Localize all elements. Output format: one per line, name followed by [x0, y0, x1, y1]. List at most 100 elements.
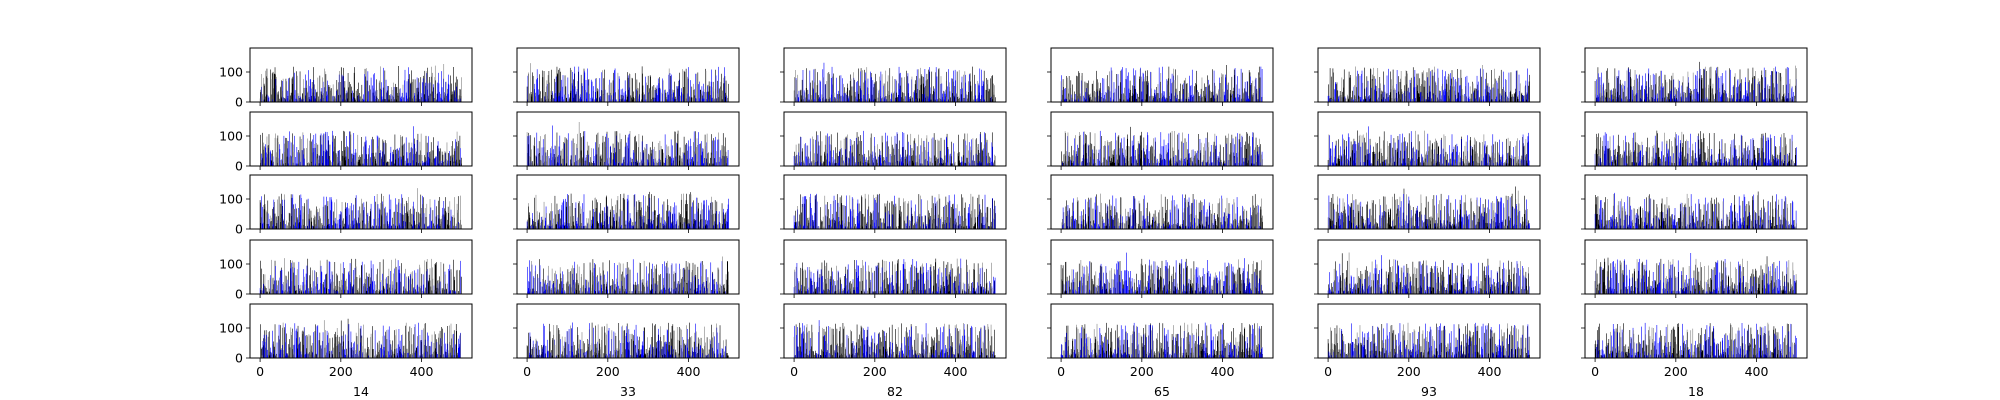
bar-series-2 — [1328, 322, 1529, 358]
axes-frame — [516, 174, 740, 230]
panel-r4-c1: 0 100 — [219, 239, 473, 302]
bar-series-2 — [527, 125, 729, 166]
panel-r5-c3: 0 200 400 — [780, 303, 1007, 379]
bar-series-2 — [1328, 126, 1530, 166]
panel-r3-c6 — [1581, 174, 1808, 233]
x-tick-label: 200 — [1664, 364, 1688, 379]
panel-r3-c4 — [1047, 174, 1274, 233]
bar-series-1 — [1329, 186, 1529, 229]
panel-r3-c1: 0 100 — [219, 174, 473, 237]
bar-series-3 — [261, 131, 461, 166]
panel-r3-c5 — [1314, 174, 1541, 233]
bar-series-3 — [261, 258, 461, 294]
bar-series-3 — [1064, 130, 1263, 166]
axes-frame — [1050, 239, 1274, 295]
panel-r1-c2 — [513, 47, 740, 106]
x-tick-label: 400 — [1745, 364, 1769, 379]
x-tick-label: 400 — [410, 364, 434, 379]
panel-r5-c6: 0 200 400 — [1581, 303, 1808, 379]
bar-series-1 — [1327, 130, 1528, 166]
axes-frame — [783, 111, 1007, 167]
bar-series-3 — [797, 193, 995, 229]
x-tick-label: 200 — [1397, 364, 1421, 379]
bar-series-2 — [1595, 252, 1796, 294]
y-tick-label: 0 — [235, 95, 243, 110]
axes-frame — [1584, 111, 1808, 167]
panel-r5-c4: 0 200 400 — [1047, 303, 1274, 379]
panel-r5-c5: 0 200 400 — [1314, 303, 1541, 379]
axes-frame — [516, 303, 740, 359]
axes-frame — [1584, 174, 1808, 230]
panel-r4-c4 — [1047, 239, 1274, 298]
bar-series-3 — [1328, 130, 1527, 166]
x-tick-label: 200 — [1130, 364, 1154, 379]
axes-frame — [1317, 303, 1541, 359]
axes-frame — [783, 239, 1007, 295]
axes-frame — [516, 239, 740, 295]
axes-frame — [249, 47, 473, 103]
panel-r4-c3 — [780, 239, 1007, 298]
column-label: 65 — [1154, 384, 1170, 399]
x-tick-label: 200 — [329, 364, 353, 379]
bar-series-2 — [793, 130, 994, 166]
bar-series-1 — [260, 258, 462, 294]
bar-series-2 — [793, 258, 996, 294]
bar-series-2 — [1063, 252, 1263, 294]
bar-series-2 — [526, 193, 729, 229]
x-tick-label: 400 — [944, 364, 968, 379]
panels-grid: 0 100 0 100 0 100 0 100 0 100 0 200 400 0 200 400 0 200 40… — [219, 47, 1808, 379]
bar-series-3 — [1595, 258, 1797, 294]
bar-series-3 — [259, 63, 462, 102]
axes-frame — [249, 111, 473, 167]
bar-series-1 — [259, 193, 462, 229]
bar-series-1 — [1594, 61, 1796, 102]
bar-series-1 — [527, 259, 729, 294]
y-tick-label: 0 — [235, 351, 243, 366]
bar-series-1 — [260, 65, 461, 102]
bar-series-3 — [1596, 322, 1796, 358]
bar-series-2 — [1596, 66, 1797, 102]
bar-series-1 — [1595, 191, 1795, 229]
y-tick-label: 0 — [235, 222, 243, 237]
bar-series-1 — [1061, 65, 1261, 102]
x-tick-label: 0 — [523, 364, 531, 379]
axes-frame — [1317, 239, 1541, 295]
bar-series-3 — [1327, 190, 1528, 229]
axes-frame — [1050, 47, 1274, 103]
bar-series-1 — [1594, 256, 1797, 294]
panel-r1-c6 — [1581, 47, 1808, 106]
bar-series-3 — [1595, 131, 1794, 166]
bar-series-3 — [794, 258, 994, 294]
panel-r4-c6 — [1581, 239, 1808, 298]
x-tick-label: 0 — [1591, 364, 1599, 379]
bar-series-3 — [1061, 259, 1262, 294]
axes-frame — [1050, 174, 1274, 230]
bar-series-3 — [1596, 193, 1797, 229]
bar-series-1 — [527, 130, 728, 166]
panel-r1-c4 — [1047, 47, 1274, 106]
column-label: 82 — [887, 384, 903, 399]
bar-series-1 — [794, 66, 996, 102]
bar-series-3 — [1060, 68, 1263, 102]
bar-series-3 — [528, 193, 721, 229]
bar-series-3 — [1328, 252, 1529, 294]
bar-series-3 — [261, 188, 462, 229]
bar-series-2 — [262, 322, 461, 358]
y-tick-label: 0 — [235, 159, 243, 174]
bar-series-2 — [1594, 192, 1797, 229]
column-label: 14 — [353, 384, 369, 399]
bar-series-3 — [528, 63, 729, 102]
bar-series-3 — [794, 133, 996, 166]
x-tick-label: 0 — [256, 364, 264, 379]
x-tick-label: 200 — [863, 364, 887, 379]
bar-series-2 — [1594, 132, 1797, 166]
bar-series-3 — [1595, 65, 1797, 102]
bar-series-3 — [530, 256, 729, 294]
axes-frame — [1584, 47, 1808, 103]
bar-series-3 — [793, 67, 995, 102]
x-tick-label: 200 — [596, 364, 620, 379]
bar-series-2 — [793, 193, 996, 229]
axes-frame — [1317, 47, 1541, 103]
bar-series-3 — [1330, 322, 1526, 358]
panel-r4-c5 — [1314, 239, 1541, 298]
